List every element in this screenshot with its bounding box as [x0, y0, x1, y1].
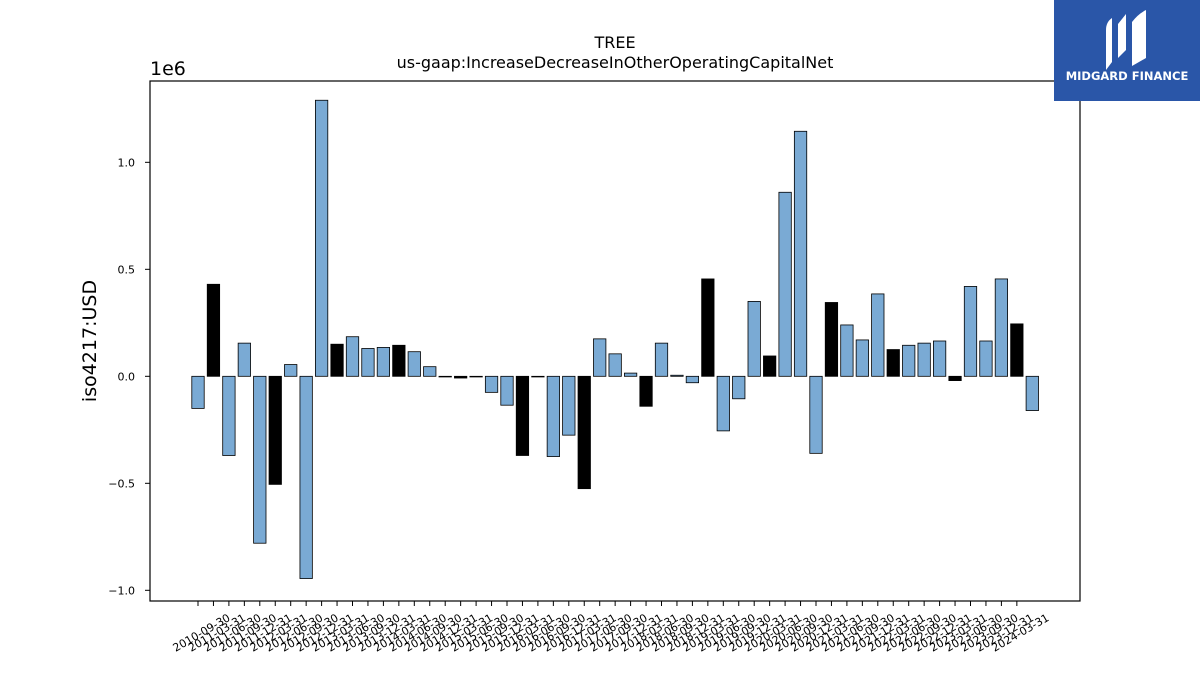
bar	[639, 375, 653, 407]
bar	[1010, 323, 1024, 377]
bar	[624, 372, 638, 377]
y-tick-label: −1.0	[108, 584, 135, 597]
bar	[948, 375, 962, 381]
y-ticks-group: −1.0 −0.5 0.0 0.5 1.0	[108, 156, 150, 597]
bar	[546, 375, 560, 457]
bar	[191, 375, 205, 409]
bar	[562, 375, 576, 436]
chart-subtitle: us-gaap:IncreaseDecreaseInOtherOperating…	[397, 53, 834, 72]
bar	[809, 375, 823, 454]
bar	[855, 339, 869, 377]
logo-background	[1054, 0, 1200, 101]
bar	[577, 375, 591, 490]
bar	[330, 343, 344, 377]
bar	[994, 278, 1009, 377]
bar	[871, 293, 885, 377]
bar	[763, 355, 777, 377]
bar	[732, 375, 746, 400]
bars-group	[191, 99, 1039, 579]
bar	[345, 336, 360, 377]
bar	[314, 99, 329, 377]
bar	[500, 375, 514, 406]
bar	[237, 342, 251, 377]
bar	[268, 375, 282, 485]
bar	[886, 349, 900, 377]
bar	[593, 338, 607, 377]
bar	[670, 374, 684, 377]
bar	[361, 348, 375, 377]
bar	[284, 364, 298, 377]
y-axis-label: iso4217:USD	[79, 280, 101, 402]
bar	[654, 342, 669, 377]
brand-logo: MIDGARD FINANCE	[1054, 0, 1200, 101]
bar	[438, 375, 452, 378]
y-tick-label: 0.5	[118, 263, 136, 276]
bar	[917, 342, 931, 377]
bar	[484, 375, 499, 393]
bar	[376, 347, 391, 377]
bar	[963, 286, 978, 377]
bar	[407, 351, 421, 377]
bar	[778, 191, 792, 377]
y-tick-label: −0.5	[108, 477, 135, 490]
bar	[515, 375, 530, 456]
bar	[747, 301, 761, 377]
bar	[469, 375, 483, 378]
chart-title: TREE	[593, 33, 635, 52]
bar	[1025, 375, 1039, 411]
bar	[979, 340, 993, 377]
bar	[423, 366, 437, 377]
bar	[299, 375, 313, 579]
bar	[454, 375, 468, 379]
y-tick-label: 0.0	[118, 370, 136, 383]
bar	[608, 353, 622, 377]
y-tick-label: 1.0	[118, 156, 136, 169]
bar	[716, 375, 730, 432]
logo-text: MIDGARD FINANCE	[1066, 69, 1189, 83]
bar	[206, 283, 221, 377]
bar	[253, 375, 267, 544]
x-ticks-group: 2010-09-302011-03-312011-06-302011-09-30…	[171, 601, 1051, 655]
bar	[531, 375, 545, 378]
plot-frame	[149, 80, 1081, 602]
bar	[840, 324, 854, 377]
logo-mark-icon	[1106, 10, 1146, 70]
y-offset-label: 1e6	[150, 58, 186, 80]
bar	[902, 344, 916, 377]
bar	[392, 344, 406, 377]
bar	[793, 130, 808, 377]
bar	[222, 375, 236, 456]
bar	[701, 278, 715, 377]
bar	[824, 302, 839, 377]
bar	[685, 375, 700, 384]
bar	[933, 340, 947, 377]
